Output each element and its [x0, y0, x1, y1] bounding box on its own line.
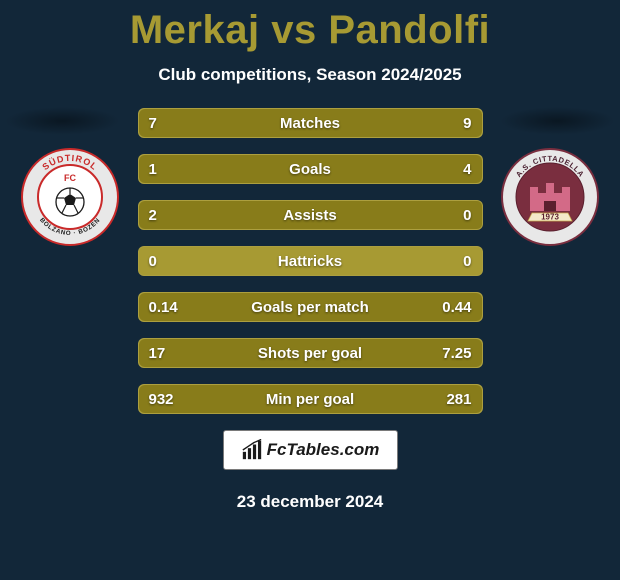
stat-row: 20Assists: [138, 200, 483, 230]
brand-text: FcTables.com: [267, 440, 380, 460]
comparison-content: SÜDTIROL BOLZANO · BOZEN FC A.S. CITTADE…: [0, 107, 620, 512]
player-b-name: Pandolfi: [328, 8, 490, 52]
stat-label: Assists: [139, 201, 482, 229]
stat-row: 0.140.44Goals per match: [138, 292, 483, 322]
stat-label: Goals per match: [139, 293, 482, 321]
club-badge-right: A.S. CITTADELLA 1973: [500, 147, 600, 247]
shadow-right: [500, 107, 615, 135]
shadow-left: [5, 107, 120, 135]
stat-row: 79Matches: [138, 108, 483, 138]
comparison-title: Merkaj vs Pandolfi: [0, 0, 620, 53]
stat-row: 177.25Shots per goal: [138, 338, 483, 368]
vs-separator: vs: [271, 8, 317, 52]
svg-text:FC: FC: [64, 173, 76, 183]
stat-label: Goals: [139, 155, 482, 183]
stat-row: 932281Min per goal: [138, 384, 483, 414]
stat-label: Hattricks: [139, 247, 482, 275]
season-subtitle: Club competitions, Season 2024/2025: [0, 65, 620, 85]
stat-label: Min per goal: [139, 385, 482, 413]
player-a-name: Merkaj: [130, 8, 260, 52]
stat-row: 14Goals: [138, 154, 483, 184]
club-badge-left: SÜDTIROL BOLZANO · BOZEN FC: [20, 147, 120, 247]
chart-icon: [241, 439, 263, 461]
stat-bars: 79Matches 14Goals 20Assists 00Hattricks 0.14…: [138, 107, 483, 414]
stat-label: Matches: [139, 109, 482, 137]
stat-row: 00Hattricks: [138, 246, 483, 276]
brand-badge[interactable]: FcTables.com: [223, 430, 398, 470]
stat-label: Shots per goal: [139, 339, 482, 367]
footer-date: 23 december 2024: [0, 492, 620, 512]
svg-text:1973: 1973: [541, 213, 559, 222]
